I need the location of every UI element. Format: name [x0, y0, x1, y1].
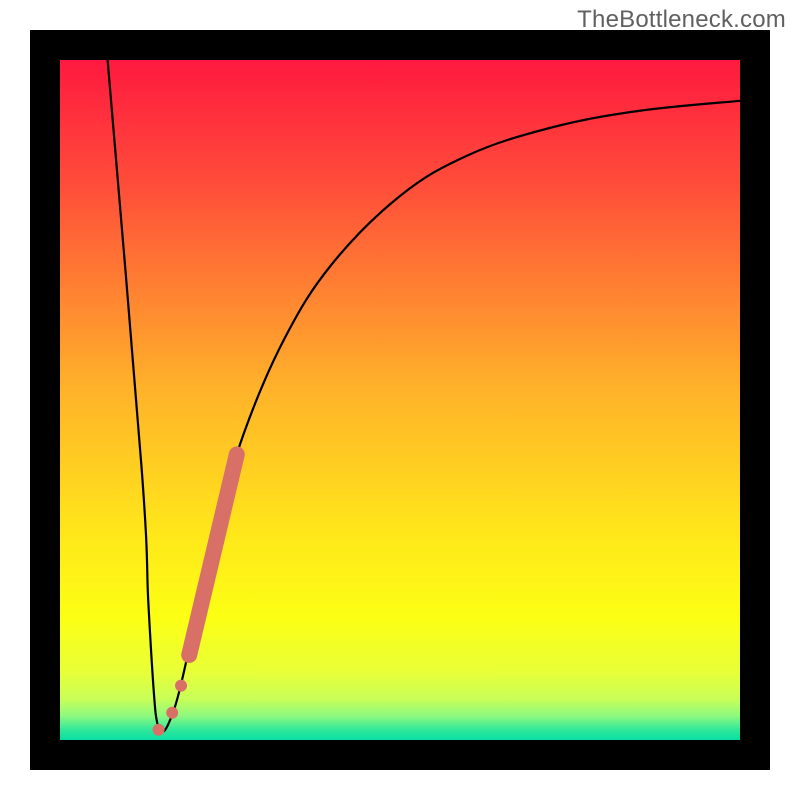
highlight-dot	[166, 707, 178, 719]
chart-container: TheBottleneck.com	[0, 0, 800, 800]
bottleneck-chart	[0, 0, 800, 800]
highlight-dot	[153, 724, 165, 736]
plot-background	[60, 60, 740, 740]
watermark-text: TheBottleneck.com	[577, 6, 786, 34]
highlight-dot	[175, 680, 187, 692]
